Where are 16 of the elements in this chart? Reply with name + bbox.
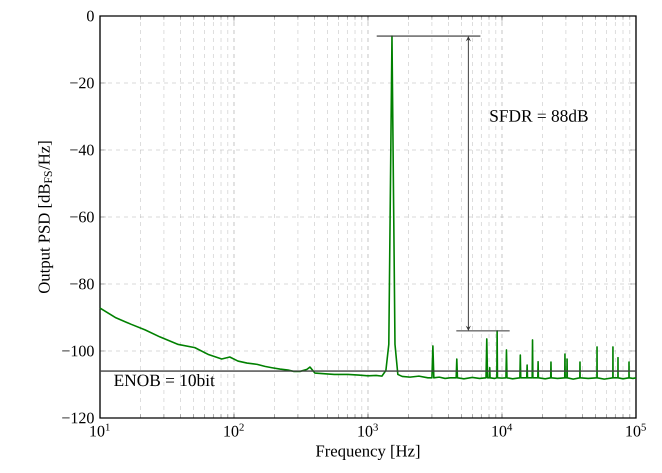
y-tick-label: −60 [70, 212, 94, 222]
x-tick-label: 10$^{3}$ [358, 424, 378, 437]
x-axis-title: Frequency [Hz] [316, 444, 420, 460]
x-tick-label: 10$^{1}$ [90, 424, 110, 437]
y-axis-title: Output PSD [dB$_{FS}$/Hz] [38, 142, 54, 294]
y-tick-label: 0 [87, 10, 94, 22]
y-tick-label: −40 [70, 144, 94, 156]
y-tick-label: −80 [70, 278, 94, 290]
y-tick-label: −120 [62, 412, 94, 424]
annotation: SFDR = 88dB [490, 110, 588, 122]
y-tick-label: −100 [62, 346, 94, 356]
x-tick-label: 10$^{5}$ [626, 424, 646, 437]
y-tick-label: −20 [70, 78, 94, 88]
annotation: ENOB = 10bit [114, 374, 215, 386]
x-tick-label: 10$^{4}$ [492, 424, 512, 437]
x-tick-label: 10$^{2}$ [224, 424, 244, 437]
